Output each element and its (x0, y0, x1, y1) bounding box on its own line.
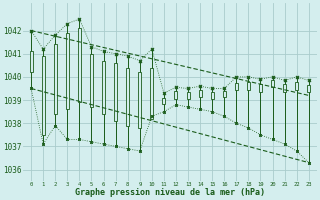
Bar (126, 68, 129, 126)
Bar (42, 56, 45, 135)
Bar (271, 80, 274, 87)
Bar (150, 68, 153, 119)
Bar (102, 61, 105, 114)
Bar (247, 82, 250, 90)
Bar (30, 51, 33, 72)
X-axis label: Graphe pression niveau de la mer (hPa): Graphe pression niveau de la mer (hPa) (75, 188, 265, 197)
Bar (307, 85, 310, 92)
Bar (283, 84, 286, 92)
Bar (90, 54, 93, 107)
Bar (78, 28, 81, 102)
Bar (174, 91, 178, 99)
Bar (54, 44, 57, 114)
Bar (295, 82, 298, 90)
Bar (211, 92, 214, 99)
Bar (259, 84, 262, 92)
Bar (187, 92, 189, 99)
Bar (66, 33, 69, 109)
Bar (162, 98, 165, 104)
Bar (199, 90, 202, 97)
Bar (235, 83, 238, 90)
Bar (138, 72, 141, 128)
Bar (114, 63, 117, 121)
Bar (223, 91, 226, 97)
